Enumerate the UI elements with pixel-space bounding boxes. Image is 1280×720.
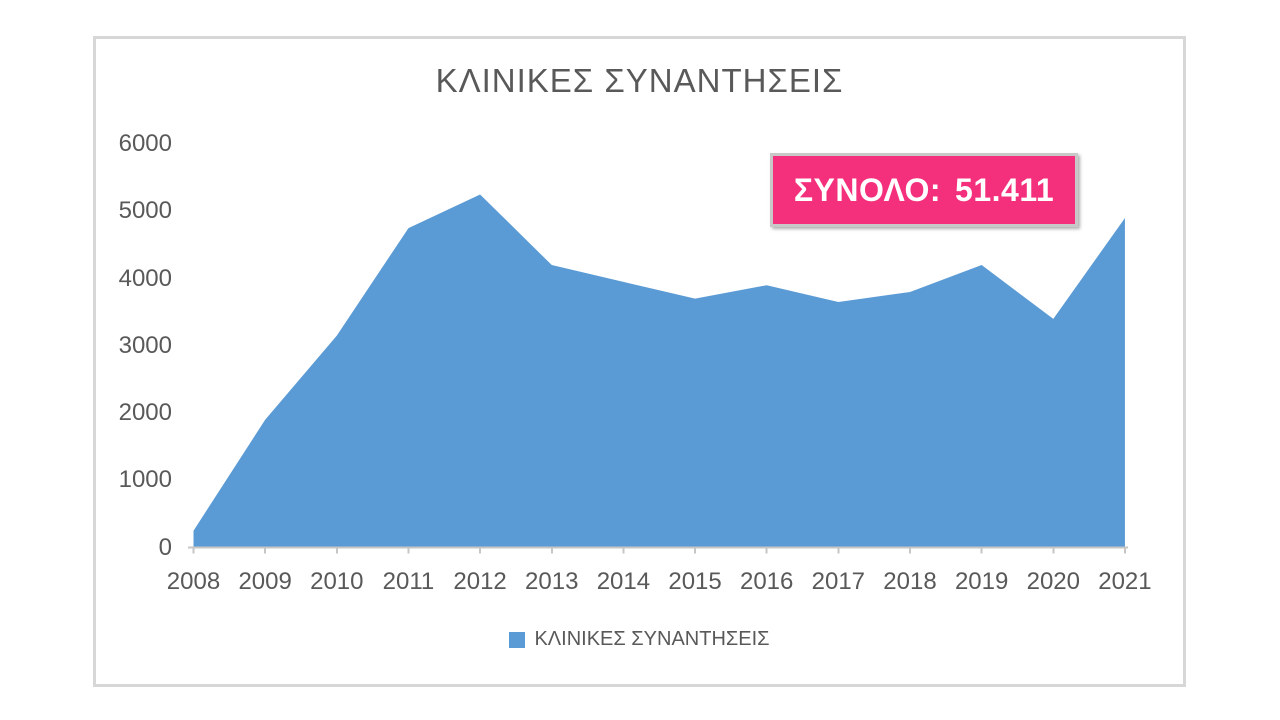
total-value: 51.411 — [955, 171, 1055, 208]
total-label: ΣΥΝΟΛΟ: — [793, 171, 942, 208]
chart-title: ΚΛΙΝΙΚΕΣ ΣΥΝΑΝΤΗΣΕΙΣ — [435, 62, 844, 99]
x-axis-tick-label: 2016 — [739, 568, 794, 595]
y-axis-tick-label: 2000 — [118, 399, 172, 426]
legend: ΚΛΙΝΙΚΕΣ ΣΥΝΑΝΤΗΣΕΙΣ — [93, 628, 1186, 651]
legend-swatch — [509, 631, 526, 648]
y-axis-tick-label: 5000 — [118, 197, 172, 225]
x-axis-tick-label: 2017 — [811, 568, 866, 595]
y-axis-tick-label: 4000 — [118, 264, 172, 292]
x-axis-tick-label: 2010 — [310, 568, 364, 595]
total-annotation-text: ΣΥΝΟΛΟ: 51.411 — [794, 172, 1054, 209]
x-axis-tick-label: 2014 — [596, 568, 651, 595]
x-axis-tick-label: 2011 — [382, 568, 435, 595]
legend-label: ΚΛΙΝΙΚΕΣ ΣΥΝΑΝΤΗΣΕΙΣ — [534, 628, 770, 650]
x-axis-tick-label: 2018 — [883, 568, 937, 595]
y-axis-tick-label: 1000 — [118, 466, 172, 494]
y-axis-tick-label: 3000 — [118, 331, 172, 359]
x-axis-tick-label: 2019 — [954, 568, 1009, 595]
y-axis-tick-label: 6000 — [118, 130, 172, 157]
y-axis-tick-label: 0 — [158, 533, 172, 561]
x-axis-tick-label: 2008 — [166, 568, 221, 595]
area-series — [193, 194, 1125, 548]
x-axis-tick-label: 2015 — [668, 568, 722, 595]
x-axis-tick-label: 2013 — [525, 568, 579, 595]
total-annotation: ΣΥΝΟΛΟ: 51.411 — [770, 153, 1078, 227]
x-axis-tick-label: 2021 — [1098, 568, 1152, 595]
x-axis-tick-label: 2009 — [238, 568, 292, 595]
x-axis-ticks — [192, 547, 1126, 554]
x-axis-tick-label: 2012 — [453, 568, 507, 595]
x-axis-tick-label: 2020 — [1026, 568, 1080, 595]
